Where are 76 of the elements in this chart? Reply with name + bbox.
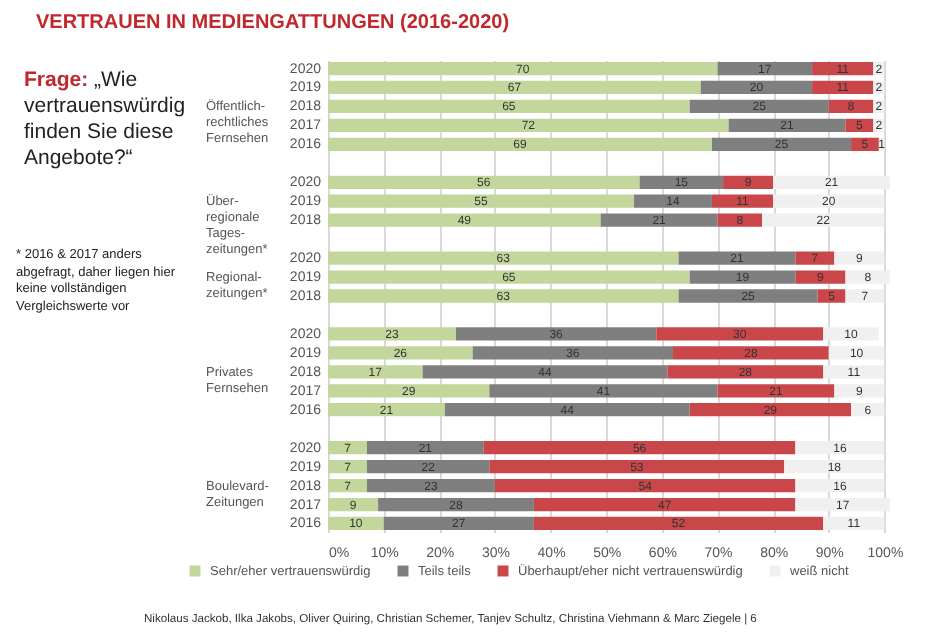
bar [717,61,813,76]
bar [689,99,829,114]
bar [328,80,701,95]
bar [328,270,690,284]
bar [784,459,885,474]
bar [823,365,885,379]
bar [700,80,813,95]
bar [762,213,885,227]
bar [795,251,835,265]
bar [366,478,495,493]
bar [328,516,384,531]
bar [328,99,690,114]
text: Frage: [24,68,89,92]
bar [483,441,796,455]
bar [328,213,601,227]
bar [795,270,846,284]
bar [328,251,679,265]
bar [834,251,885,265]
bar [533,516,824,531]
bar [711,194,774,208]
bar [328,459,367,474]
bar [328,497,379,512]
bar [773,175,890,189]
bar [717,384,835,398]
bar [328,478,367,493]
bar [795,441,885,455]
bar [845,270,890,284]
bar [834,384,885,398]
bar [328,194,635,208]
bar [817,289,846,303]
bar [422,365,668,379]
bar [328,175,640,189]
bar [634,194,712,208]
bar [378,497,534,512]
bar [328,327,456,341]
bar [328,346,473,360]
bar [656,327,824,341]
chart-title: VERTRAUEN IN MEDIENGATTUNGEN (2016-2020) [36,12,510,34]
bar [489,384,718,398]
bar [667,365,824,379]
bar [823,516,885,531]
bar [455,327,657,341]
bar [328,289,679,303]
bar [328,118,729,133]
bar [639,175,724,189]
bar [812,80,874,95]
bar [711,137,852,151]
bar [812,61,874,76]
bar [689,270,796,284]
bar [600,213,718,227]
bar [328,403,445,417]
bar [366,441,484,455]
bar [728,118,846,133]
bar [795,478,885,493]
bar [823,327,879,341]
bar [678,251,796,265]
bar [845,289,885,303]
bar [328,61,718,76]
bar [328,137,712,151]
bar [383,516,534,531]
bar [795,497,890,512]
bar [828,346,885,360]
bar [494,478,796,493]
bar [723,175,774,189]
bar [328,384,490,398]
bar [489,459,785,474]
bar [773,194,885,208]
bar [328,441,367,455]
bar [533,497,796,512]
bar [444,403,690,417]
bar [366,459,490,474]
bar [678,289,818,303]
bar [472,346,673,360]
bar [328,365,423,379]
bar [689,403,852,417]
bar [672,346,829,360]
